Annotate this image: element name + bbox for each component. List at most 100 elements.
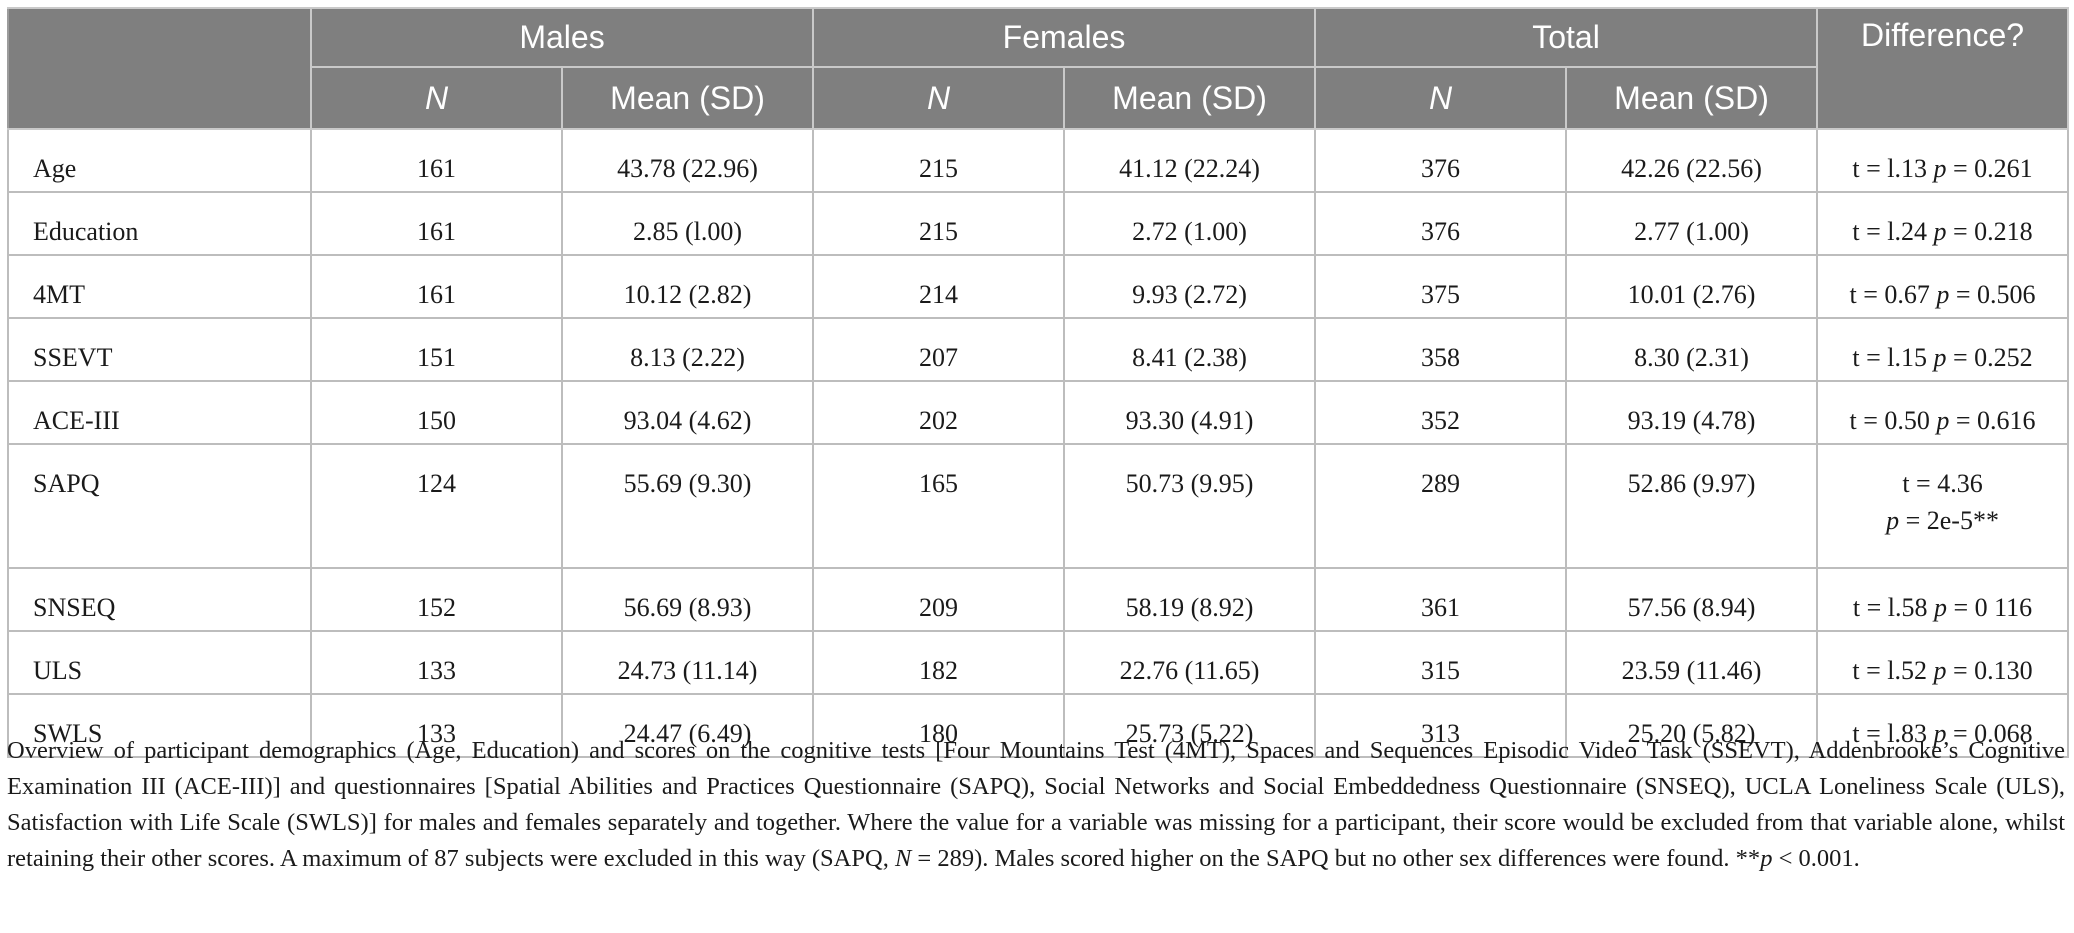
row-label: SAPQ [7,443,312,569]
row-label: SNSEQ [7,567,312,632]
p-value: = 0 116 [1953,593,2033,622]
males-n-cell: 152 [310,567,563,632]
p-symbol: p [1933,656,1947,685]
header-total-n: N [1314,66,1568,130]
table-body: Age 161 43.78 (22.96) 215 41.12 (22.24) … [7,128,2070,758]
p-value-line: p = 2e-5** [1824,502,2061,539]
row-label: Education [7,191,312,256]
females-n-cell: 202 [812,380,1066,445]
p-value: = 0.252 [1953,343,2033,372]
p-value: = 0.130 [1953,656,2033,685]
p-value: = 2e-5** [1905,506,1999,535]
males-mean-cell: 2.85 (l.00) [560,191,815,256]
females-n-cell: 209 [812,567,1066,632]
header-females-n: N [812,66,1066,130]
males-mean-cell: 93.04 (4.62) [560,380,815,445]
header-difference: Difference? [1816,7,2070,130]
row-label: SSEVT [7,317,312,382]
header-females: Females [812,7,1317,68]
females-mean-cell: 58.19 (8.92) [1063,567,1317,632]
p-symbol: p [1933,217,1947,246]
t-statistic: t = l.15 [1852,343,1927,372]
p-symbol: p [1936,406,1950,435]
total-n-cell: 375 [1314,254,1568,319]
difference-cell: t = l.13 p = 0.261 [1816,128,2070,193]
p-symbol: p [1933,593,1947,622]
p-value: = 0.218 [1953,217,2033,246]
males-n-cell: 161 [310,254,563,319]
total-n-cell: 376 [1314,191,1568,256]
females-n-cell: 165 [812,443,1066,569]
females-n-cell: 182 [812,630,1066,695]
caption-p-symbol: p [1760,845,1773,872]
difference-cell: t = 0.67 p = 0.506 [1816,254,2070,319]
males-mean-cell: 43.78 (22.96) [560,128,815,193]
caption-n-symbol: N [894,845,912,872]
difference-cell: t = l.83 p = 0.068 [1816,693,2070,758]
difference-cell: t = 0.50 p = 0.616 [1816,380,2070,445]
females-mean-cell: 41.12 (22.24) [1063,128,1317,193]
row-label: ULS [7,630,312,695]
total-mean-cell: 10.01 (2.76) [1565,254,1819,319]
header-males: Males [309,7,815,68]
caption-text-3: < 0.001. [1772,845,1860,872]
p-symbol: p [1933,154,1947,183]
total-n-cell: 352 [1314,380,1568,445]
t-statistic: t = 4.36 [1902,469,1983,498]
females-n-cell: 207 [812,317,1066,382]
difference-cell: t = l.15 p = 0.252 [1816,317,2070,382]
caption-text-1: Overview of participant demographics (Ag… [7,737,2065,872]
total-mean-cell: 8.30 (2.31) [1565,317,1819,382]
table-row: ACE-III 150 93.04 (4.62) 202 93.30 (4.91… [7,380,2070,445]
males-mean-cell: 24.73 (11.14) [560,630,815,695]
table-caption: Overview of participant demographics (Ag… [7,733,2065,877]
table-row: Education 161 2.85 (l.00) 215 2.72 (1.00… [7,191,2070,256]
table-row: Age 161 43.78 (22.96) 215 41.12 (22.24) … [7,128,2070,193]
females-mean-cell: 93.30 (4.91) [1063,380,1317,445]
total-n-cell: 313 [1314,693,1568,758]
table-row: SAPQ 124 55.69 (9.30) 165 50.73 (9.95) 2… [7,443,2070,569]
demographics-table: Males Females Total Difference? N Mean (… [7,7,2070,758]
table-row: SSEVT 151 8.13 (2.22) 207 8.41 (2.38) 35… [7,317,2070,382]
total-n-cell: 376 [1314,128,1568,193]
header-males-mean: Mean (SD) [560,66,815,130]
table-row: 4MT 161 10.12 (2.82) 214 9.93 (2.72) 375… [7,254,2070,319]
males-n-cell: 133 [310,693,563,758]
header-total: Total [1314,7,1819,68]
females-mean-cell: 22.76 (11.65) [1063,630,1317,695]
females-mean-cell: 9.93 (2.72) [1063,254,1317,319]
total-n-cell: 361 [1314,567,1568,632]
table-header: Males Females Total Difference? N Mean (… [7,7,2070,130]
females-n-cell: 214 [812,254,1066,319]
males-n-cell: 161 [310,128,563,193]
table-row: SNSEQ 152 56.69 (8.93) 209 58.19 (8.92) … [7,567,2070,632]
difference-cell: t = l.58 p = 0 116 [1816,567,2070,632]
row-label: SWLS [7,693,312,758]
row-label: ACE-III [7,380,312,445]
males-n-cell: 124 [310,443,563,569]
difference-cell: t = l.24 p = 0.218 [1816,191,2070,256]
p-symbol: p [1933,343,1947,372]
total-n-cell: 289 [1314,443,1568,569]
t-statistic: t = 0.50 [1849,406,1930,435]
header-total-mean: Mean (SD) [1565,66,1819,130]
females-n-cell: 215 [812,191,1066,256]
row-label: Age [7,128,312,193]
total-mean-cell: 57.56 (8.94) [1565,567,1819,632]
t-statistic: t = l.58 [1852,593,1928,622]
p-symbol: p [1936,280,1950,309]
females-n-cell: 180 [812,693,1066,758]
header-females-mean: Mean (SD) [1063,66,1317,130]
males-mean-cell: 55.69 (9.30) [560,443,815,569]
t-statistic: t = l.13 [1852,154,1927,183]
females-n-cell: 215 [812,128,1066,193]
p-symbol: p [1933,719,1947,748]
females-mean-cell: 25.73 (5.22) [1063,693,1317,758]
p-value: = 0.616 [1955,406,2036,435]
males-mean-cell: 8.13 (2.22) [560,317,815,382]
p-symbol: p [1886,506,1900,535]
total-mean-cell: 23.59 (11.46) [1565,630,1819,695]
t-statistic: t = l.24 [1852,217,1927,246]
p-value: = 0.506 [1955,280,2036,309]
total-mean-cell: 2.77 (1.00) [1565,191,1819,256]
